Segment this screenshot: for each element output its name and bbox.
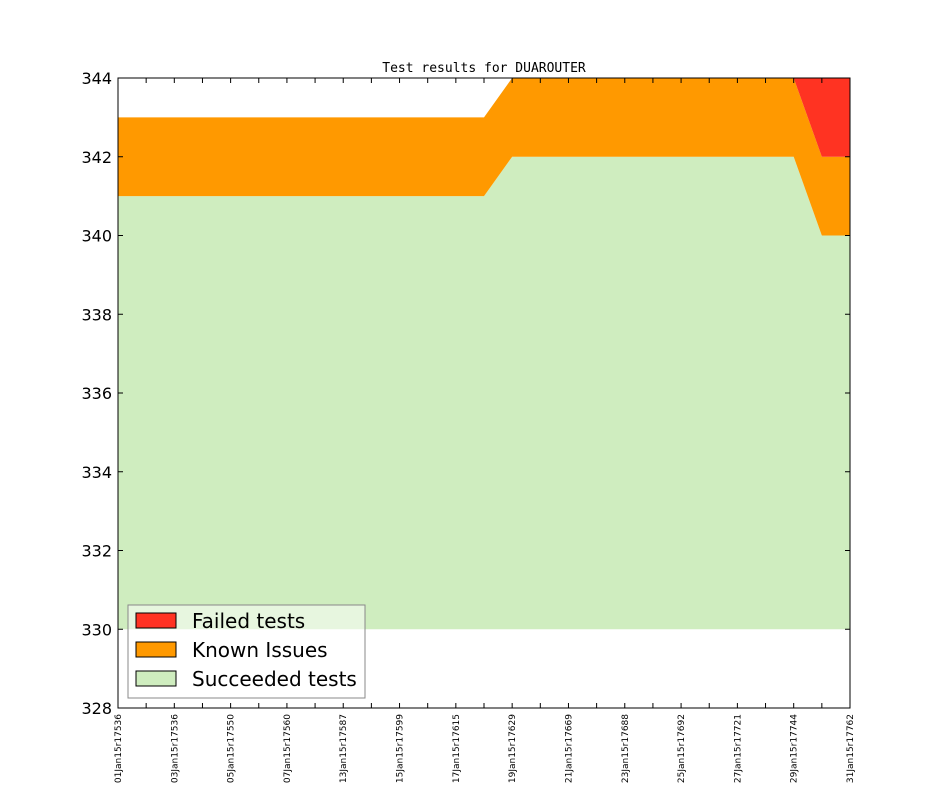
area-succeeded-tests bbox=[118, 156, 850, 630]
legend-swatch bbox=[135, 670, 177, 687]
x-tick-label: 01Jan15r17536 bbox=[114, 714, 124, 783]
x-tick-label: 27Jan15r17721 bbox=[733, 714, 743, 783]
x-axis: 01Jan15r17536 03Jan15r17536 05Jan15r17550 0… bbox=[114, 78, 856, 783]
legend-label: Succeeded tests bbox=[192, 667, 357, 691]
x-tick-label: 17Jan15r17615 bbox=[452, 714, 462, 783]
y-tick-label: 336 bbox=[81, 384, 112, 403]
y-tick-label: 328 bbox=[81, 699, 112, 718]
area-layers bbox=[118, 78, 850, 630]
x-tick-label: 25Jan15r17692 bbox=[677, 714, 687, 783]
y-tick-label: 344 bbox=[81, 69, 112, 88]
legend-label: Known Issues bbox=[192, 638, 328, 662]
x-tick-label: 23Jan15r17688 bbox=[621, 714, 631, 783]
y-axis: 328 330 332 334 336 338 340 342 344 bbox=[81, 69, 850, 718]
y-tick-label: 332 bbox=[81, 542, 112, 561]
chart-title: Test results for DUAROUTER bbox=[382, 61, 586, 76]
x-tick-label: 03Jan15r17536 bbox=[170, 714, 180, 783]
x-tick-label: 07Jan15r17560 bbox=[283, 714, 293, 783]
x-tick-label: 15Jan15r17599 bbox=[396, 714, 406, 783]
x-tick-label: 19Jan15r17629 bbox=[508, 714, 518, 783]
area-known-issues bbox=[118, 78, 850, 236]
legend: Failed tests Known Issues Succeeded tests bbox=[127, 604, 366, 699]
x-tick-label: 31Jan15r17762 bbox=[846, 714, 856, 783]
y-tick-label: 334 bbox=[81, 463, 112, 482]
y-tick-label: 338 bbox=[81, 305, 112, 324]
x-tick-label: 13Jan15r17587 bbox=[339, 714, 349, 783]
legend-swatch bbox=[135, 612, 177, 629]
y-tick-label: 342 bbox=[81, 148, 112, 167]
x-tick-label: 05Jan15r17550 bbox=[227, 714, 237, 783]
x-tick-label: 29Jan15r17744 bbox=[790, 714, 800, 783]
legend-swatch bbox=[135, 641, 177, 658]
x-tick-label: 21Jan15r17669 bbox=[564, 714, 574, 783]
y-tick-label: 330 bbox=[81, 620, 112, 639]
y-tick-label: 340 bbox=[81, 227, 112, 246]
legend-label: Failed tests bbox=[192, 609, 305, 633]
